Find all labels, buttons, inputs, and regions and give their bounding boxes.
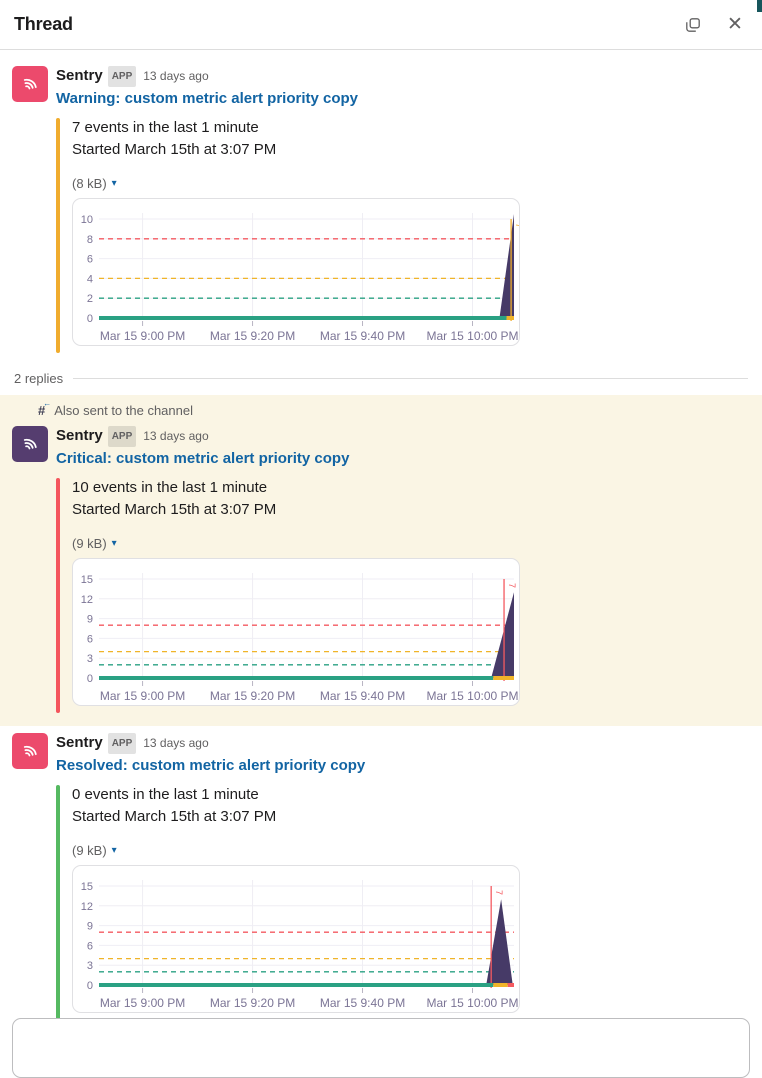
thread-panel-header: Thread ✕ [0,0,762,50]
svg-text:Mar 15 9:20 PM: Mar 15 9:20 PM [210,329,295,343]
alert-start-time: Started March 15th at 3:07 PM [72,808,277,825]
svg-text:0: 0 [87,673,93,685]
svg-text:6: 6 [87,633,93,645]
svg-text:Mar 15 9:40 PM: Mar 15 9:40 PM [320,689,405,703]
alert-start-time: Started March 15th at 3:07 PM [72,501,277,518]
alert-start-time: Started March 15th at 3:07 PM [72,141,277,158]
divider-line [73,377,748,379]
alert-event-count: 10 events in the last 1 minute [72,479,268,496]
sender-name[interactable]: Sentry [56,734,103,751]
svg-text:8: 8 [87,234,93,246]
channel-hash-icon: # ← [38,398,52,418]
svg-text:Mar 15 9:00 PM: Mar 15 9:00 PM [100,689,185,703]
replies-count-label: 2 replies [14,370,64,386]
alert-event-count: 7 events in the last 1 minute [72,119,259,136]
app-badge: APP [107,426,137,447]
sentry-avatar[interactable] [12,426,48,462]
app-badge: APP [107,66,137,87]
svg-text:Mar 15 9:40 PM: Mar 15 9:40 PM [320,996,405,1010]
svg-text:Mar 15 9:20 PM: Mar 15 9:20 PM [210,689,295,703]
message-warning: Sentry APP 13 days ago Warning: custom m… [0,50,762,355]
svg-text:10: 10 [81,214,93,226]
sender-name[interactable]: Sentry [56,67,103,84]
svg-text:6: 6 [87,254,93,266]
alert-attachment: 7 events in the last 1 minute Started Ma… [56,116,746,355]
sent-arrow-icon: ← [43,398,52,408]
svg-text:0: 0 [87,313,93,325]
alert-title-link[interactable]: Critical: custom metric alert priority c… [56,450,350,467]
caret-down-icon: ▾ [111,845,117,856]
svg-text:7: 7 [514,223,519,228]
message-composer-input[interactable] [12,1018,750,1078]
sentry-logo-icon [23,78,37,90]
message-timestamp[interactable]: 13 days ago [143,429,209,443]
svg-text:9: 9 [87,921,93,933]
svg-text:6: 6 [87,940,93,952]
svg-text:Mar 15 10:00 PM: Mar 15 10:00 PM [426,996,518,1010]
metric-chart: 0 3 6 9 12 15 7 Mar 15 9:00 PM Mar 15 9:20 PM Mar… [81,880,519,1010]
replies-divider: 2 replies [14,368,748,388]
svg-text:7: 7 [507,583,517,588]
svg-text:3: 3 [87,960,93,972]
caret-down-icon: ▾ [111,178,117,189]
also-sent-row: # ← Also sent to the channel [0,398,762,420]
svg-text:Mar 15 9:40 PM: Mar 15 9:40 PM [320,329,405,343]
file-size-toggle[interactable]: (9 kB) ▾ [72,843,117,858]
window-edge-accent [757,0,762,12]
open-in-new-window-icon[interactable] [682,14,704,36]
file-size-toggle[interactable]: (8 kB) ▾ [72,176,117,191]
also-sent-highlight-section: # ← Also sent to the channel Sentry APP … [0,395,762,726]
svg-text:Mar 15 9:20 PM: Mar 15 9:20 PM [210,996,295,1010]
svg-text:12: 12 [81,901,93,913]
svg-text:7: 7 [494,890,504,895]
close-icon[interactable]: ✕ [727,14,743,35]
svg-text:Mar 15 9:00 PM: Mar 15 9:00 PM [100,996,185,1010]
svg-text:Mar 15 10:00 PM: Mar 15 10:00 PM [426,689,518,703]
also-sent-label: Also sent to the channel [54,402,193,418]
metric-chart-image[interactable]: 0 3 6 9 12 15 7 Mar 15 9:00 PM Mar 15 9:20 PM Mar… [72,558,520,706]
svg-text:12: 12 [81,594,93,606]
svg-text:Mar 15 9:00 PM: Mar 15 9:00 PM [100,329,185,343]
caret-down-icon: ▾ [111,538,117,549]
metric-chart-image[interactable]: 0 2 4 6 8 10 7 Mar 15 9:00 PM Mar 15 9:20 PM Mar … [72,198,520,346]
alert-title-link[interactable]: Resolved: custom metric alert priority c… [56,757,366,774]
sentry-avatar[interactable] [12,66,48,102]
app-badge: APP [107,733,137,754]
metric-chart: 0 3 6 9 12 15 7 Mar 15 9:00 PM Mar 15 9:20 PM Mar… [81,573,519,703]
svg-text:2: 2 [87,293,93,305]
svg-text:9: 9 [87,614,93,626]
panel-title: Thread [14,14,73,34]
message-critical: Sentry APP 13 days ago Critical: custom … [0,420,762,715]
metric-chart-image[interactable]: 0 3 6 9 12 15 7 Mar 15 9:00 PM Mar 15 9:20 PM Mar… [72,865,520,1013]
file-size-toggle[interactable]: (9 kB) ▾ [72,536,117,551]
alert-title-link[interactable]: Warning: custom metric alert priority co… [56,90,358,107]
message-resolved: Sentry APP 13 days ago Resolved: custom … [0,726,762,1022]
sentry-logo-icon [23,438,37,450]
svg-text:0: 0 [87,980,93,992]
svg-text:15: 15 [81,574,93,586]
svg-text:Mar 15 10:00 PM: Mar 15 10:00 PM [426,329,518,343]
svg-text:3: 3 [87,653,93,665]
sentry-logo-icon [23,745,37,757]
message-timestamp[interactable]: 13 days ago [143,736,209,750]
svg-text:15: 15 [81,881,93,893]
metric-chart: 0 2 4 6 8 10 7 Mar 15 9:00 PM Mar 15 9:20 PM Mar … [81,213,519,343]
sender-name[interactable]: Sentry [56,427,103,444]
alert-attachment: 10 events in the last 1 minute Started M… [56,476,746,715]
sentry-avatar[interactable] [12,733,48,769]
message-timestamp[interactable]: 13 days ago [143,69,209,83]
alert-event-count: 0 events in the last 1 minute [72,786,259,803]
alert-attachment: 0 events in the last 1 minute Started Ma… [56,783,746,1022]
svg-text:4: 4 [87,273,93,285]
